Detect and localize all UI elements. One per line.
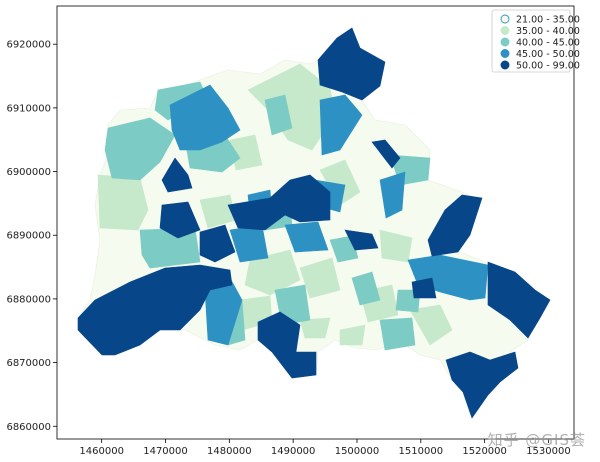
region bbox=[104, 117, 176, 181]
legend-swatch bbox=[500, 26, 510, 35]
legend-swatch bbox=[500, 60, 510, 70]
region bbox=[319, 94, 363, 156]
region bbox=[299, 317, 331, 339]
region bbox=[257, 311, 317, 379]
legend-swatch bbox=[500, 49, 510, 58]
y-tick-label: 6910000 bbox=[6, 103, 51, 114]
legend-label: 50.00 - 99.00 bbox=[516, 60, 580, 71]
legend-swatch bbox=[500, 14, 510, 24]
region bbox=[159, 201, 201, 239]
region bbox=[379, 229, 413, 263]
region bbox=[199, 224, 236, 263]
region bbox=[317, 27, 386, 101]
region bbox=[409, 304, 453, 346]
x-tick-label: 1460000 bbox=[79, 446, 124, 457]
y-tick-label: 6860000 bbox=[6, 422, 51, 433]
legend-label: 45.00 - 50.00 bbox=[516, 49, 580, 60]
y-tick-label: 6870000 bbox=[6, 358, 51, 369]
legend-label: 35.00 - 40.00 bbox=[516, 26, 580, 37]
region bbox=[264, 94, 293, 136]
legend-box bbox=[491, 9, 571, 73]
region bbox=[379, 317, 416, 351]
watermark-text: 知乎 @GIS荟 bbox=[487, 431, 586, 449]
region bbox=[227, 174, 331, 231]
x-tick-label: 1480000 bbox=[207, 446, 252, 457]
region bbox=[77, 264, 233, 356]
region bbox=[344, 229, 379, 251]
region bbox=[411, 277, 437, 299]
x-tick-label: 1490000 bbox=[271, 446, 316, 457]
region bbox=[97, 174, 149, 231]
region bbox=[379, 171, 406, 219]
legend-swatch bbox=[500, 37, 510, 47]
legend-label: 40.00 - 45.00 bbox=[516, 37, 580, 48]
y-tick-label: 6900000 bbox=[6, 167, 51, 178]
region bbox=[161, 157, 193, 193]
region bbox=[351, 271, 381, 306]
region bbox=[487, 261, 551, 339]
region bbox=[445, 351, 519, 419]
map-regions bbox=[77, 27, 551, 419]
region bbox=[169, 84, 241, 151]
x-tick-label: 1470000 bbox=[143, 446, 188, 457]
region bbox=[139, 227, 201, 269]
region bbox=[371, 139, 401, 169]
region bbox=[284, 221, 329, 253]
y-axis: 6860000 6870000 6880000 6890000 6900000 69100… bbox=[6, 40, 57, 433]
region bbox=[339, 324, 366, 346]
y-tick-label: 6880000 bbox=[6, 294, 51, 305]
x-tick-label: 1520000 bbox=[462, 446, 507, 457]
x-tick-label: 1510000 bbox=[399, 446, 444, 457]
region bbox=[427, 194, 483, 257]
region bbox=[244, 249, 301, 296]
x-tick-label: 1500000 bbox=[335, 446, 380, 457]
legend-label: 21.00 - 35.00 bbox=[516, 14, 580, 25]
x-tick-label: 1530000 bbox=[526, 446, 571, 457]
region bbox=[299, 257, 341, 299]
y-tick-label: 6920000 bbox=[6, 40, 51, 51]
x-axis: 1460000 1470000 1480000 1490000 1500000 15100… bbox=[79, 439, 571, 457]
y-tick-label: 6890000 bbox=[6, 231, 51, 242]
